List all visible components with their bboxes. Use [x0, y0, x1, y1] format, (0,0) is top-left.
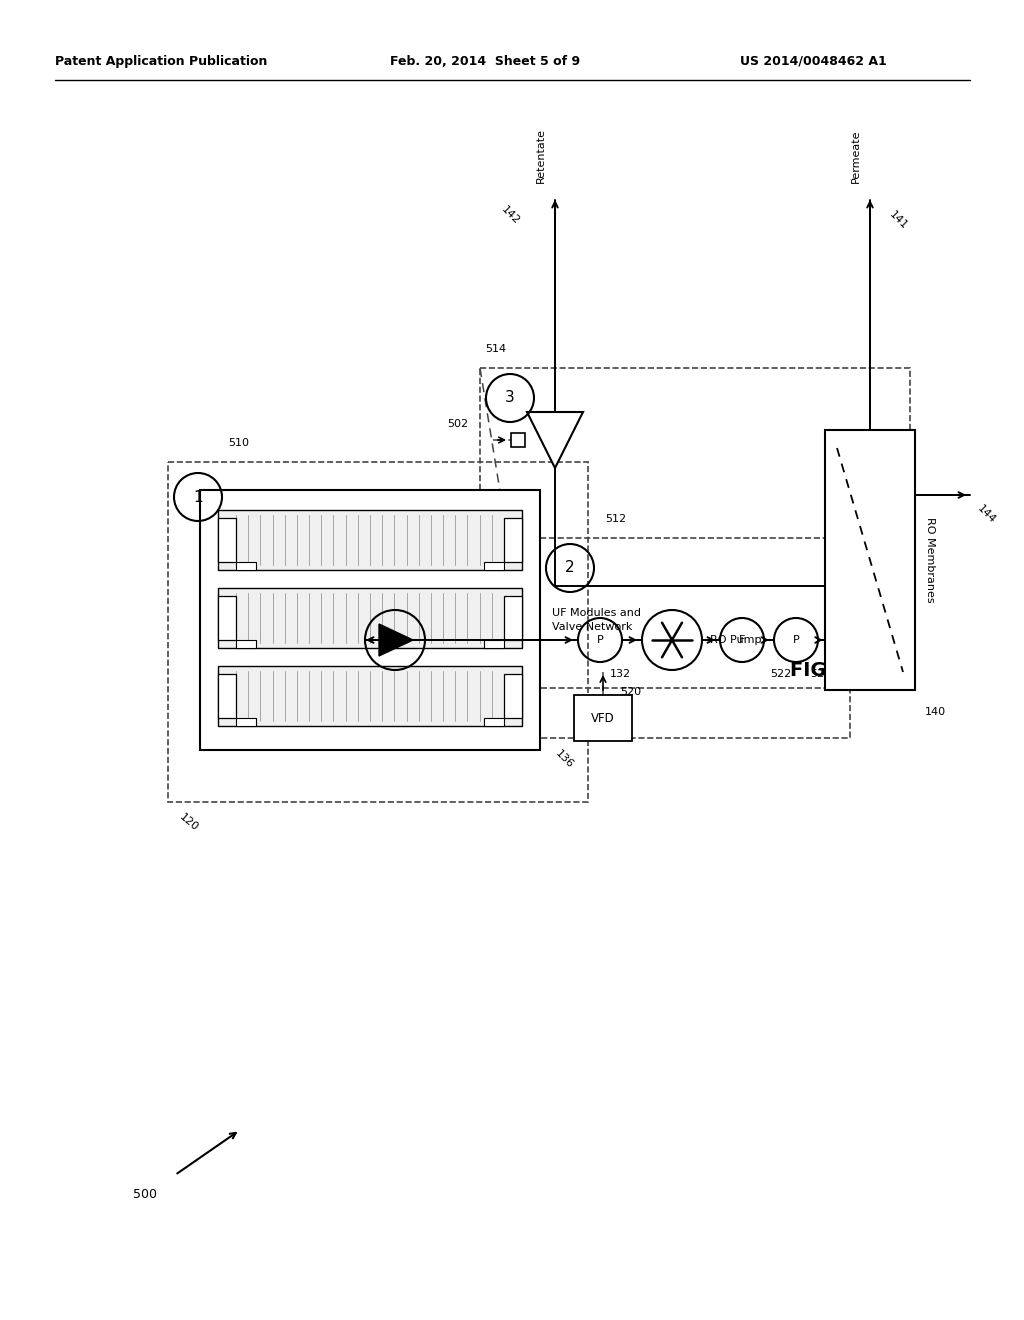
- Text: RO Membranes: RO Membranes: [925, 517, 935, 603]
- Polygon shape: [527, 412, 583, 469]
- Text: 140: 140: [925, 708, 946, 717]
- Bar: [540, 539, 850, 738]
- Text: Permeate: Permeate: [851, 129, 861, 183]
- Text: 500: 500: [133, 1188, 157, 1201]
- Bar: [298, 616, 356, 663]
- Text: 136: 136: [553, 748, 574, 770]
- Text: 512: 512: [605, 513, 626, 524]
- Bar: [484, 562, 504, 570]
- Bar: [504, 517, 522, 562]
- Text: F: F: [738, 635, 745, 645]
- Polygon shape: [379, 624, 413, 656]
- Bar: [218, 510, 522, 570]
- Bar: [218, 667, 522, 726]
- Text: 514: 514: [485, 345, 506, 354]
- Text: VFD: VFD: [315, 632, 339, 645]
- Bar: [484, 718, 504, 726]
- Text: P: P: [793, 635, 800, 645]
- Text: RO Pump: RO Pump: [710, 635, 762, 645]
- Bar: [218, 675, 236, 718]
- Bar: [236, 718, 256, 726]
- Text: Patent Application Publication: Patent Application Publication: [55, 55, 267, 69]
- Text: 2: 2: [565, 561, 574, 576]
- Bar: [168, 462, 588, 803]
- Bar: [218, 587, 522, 648]
- Text: UF Modules and
Valve Network: UF Modules and Valve Network: [552, 609, 641, 632]
- Bar: [200, 490, 540, 750]
- Text: 510: 510: [228, 438, 249, 447]
- Text: 132: 132: [610, 669, 631, 678]
- Text: UF Pump: UF Pump: [433, 630, 482, 640]
- Bar: [218, 597, 236, 640]
- Bar: [480, 368, 910, 688]
- Bar: [484, 640, 504, 648]
- Text: US 2014/0048462 A1: US 2014/0048462 A1: [740, 55, 887, 69]
- Bar: [218, 517, 236, 562]
- Text: 102: 102: [433, 651, 454, 661]
- Text: Retentate: Retentate: [536, 128, 546, 183]
- Text: 1: 1: [194, 490, 203, 504]
- Bar: [236, 640, 256, 648]
- Text: 142: 142: [499, 205, 521, 226]
- Bar: [504, 597, 522, 640]
- Bar: [574, 696, 632, 741]
- Text: 141: 141: [887, 209, 909, 231]
- Text: 106: 106: [308, 669, 330, 690]
- Text: 520: 520: [620, 686, 641, 697]
- Bar: [504, 675, 522, 718]
- Text: Feb. 20, 2014  Sheet 5 of 9: Feb. 20, 2014 Sheet 5 of 9: [390, 55, 581, 69]
- Text: P: P: [597, 635, 603, 645]
- Text: VFD: VFD: [591, 711, 614, 725]
- Text: FIG. 5: FIG. 5: [790, 660, 854, 680]
- Text: 524: 524: [810, 669, 831, 678]
- Bar: [236, 562, 256, 570]
- Bar: [825, 430, 915, 690]
- Text: 120: 120: [178, 812, 201, 833]
- Bar: [511, 433, 525, 447]
- Text: Feed: Feed: [382, 729, 409, 738]
- Text: 502: 502: [447, 418, 469, 429]
- Text: 3: 3: [505, 391, 515, 405]
- Text: 144: 144: [975, 503, 997, 525]
- Text: 522: 522: [770, 669, 792, 678]
